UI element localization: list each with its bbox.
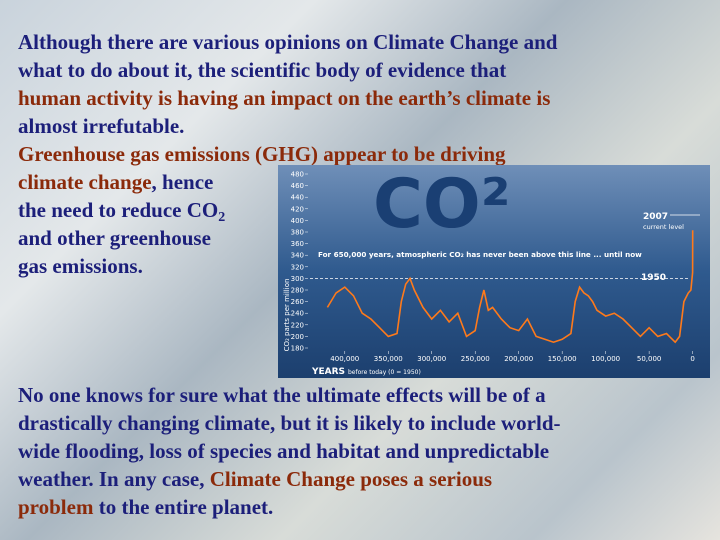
text-line: Greenhouse gas emissions (GHG) appear to… (18, 140, 506, 168)
text-segment: to the entire planet. (93, 495, 274, 519)
co2-chart: CO² 180 200 220 240 260 280 300 320 340 360 380 400 4… (278, 165, 710, 378)
text-line: human activity is having an impact on th… (18, 84, 550, 112)
annotation: 1950 (641, 273, 666, 283)
text-segment: No one knows for sure what the ultimate … (18, 383, 546, 407)
text-segment: , hence (151, 170, 214, 194)
y-tick-label: 180 (291, 345, 304, 353)
x-tick-label: 350,000 (374, 355, 403, 363)
x-tick-label: 150,000 (548, 355, 577, 363)
chart-background (278, 165, 710, 378)
x-axis-sublabel: before today (0 = 1950) (348, 369, 421, 376)
text-segment: climate change (18, 170, 152, 194)
text-line: problem to the entire planet. (18, 493, 273, 521)
y-tick-label: 380 (291, 229, 304, 237)
y-axis-label: CO₂ parts per million (283, 279, 291, 352)
text-segment: Greenhouse gas emissions (GHG) appear to… (18, 142, 506, 166)
y-tick-label: 480 (291, 171, 304, 179)
y-tick-label: 220 (291, 321, 304, 329)
x-tick-label: 200,000 (504, 355, 533, 363)
text-line: the need to reduce CO2 (18, 196, 226, 225)
text-segment: gas emissions. (18, 254, 143, 278)
co2-line (326, 230, 694, 344)
text-line: weather. In any case, Climate Change pos… (18, 465, 492, 493)
y-tick-label: 360 (291, 240, 304, 248)
text-line: No one knows for sure what the ultimate … (18, 381, 546, 409)
text-segment: wide flooding, loss of species and habit… (18, 439, 550, 463)
annotation: For 650,000 years, atmospheric CO₂ has n… (318, 250, 642, 259)
text-segment: Climate Change poses a serious (209, 467, 493, 491)
y-tick-label: 200 (291, 333, 304, 341)
y-tick-label: 460 (291, 182, 304, 190)
y-tick-label: 400 (291, 217, 304, 225)
y-tick-label: 240 (291, 310, 304, 318)
text-segment: almost irrefutable. (18, 114, 185, 138)
text-segment: drastically changing climate, but it is … (18, 411, 561, 435)
text-segment: problem (18, 495, 94, 519)
text-segment: Although there are various opinions on C… (18, 30, 558, 54)
text-line: climate change, hence (18, 168, 213, 196)
y-tick-label: 260 (291, 298, 304, 306)
y-tick-label: 340 (291, 252, 304, 260)
text-segment: 2 (218, 210, 226, 225)
text-segment: human activity is having an impact on th… (18, 86, 551, 110)
x-tick-label: 300,000 (417, 355, 446, 363)
chart-title: CO² (373, 165, 511, 244)
text-line: gas emissions. (18, 252, 143, 280)
text-line: Although there are various opinions on C… (18, 28, 557, 56)
annotation: current level (643, 223, 684, 231)
y-tick-label: 280 (291, 287, 304, 295)
text-line: almost irrefutable. (18, 112, 184, 140)
text-line: what to do about it, the scientific body… (18, 56, 506, 84)
y-tick-label: 440 (291, 194, 304, 202)
text-segment: the need to reduce CO (18, 198, 219, 222)
text-line: wide flooding, loss of species and habit… (18, 437, 549, 465)
text-line: and other greenhouse (18, 224, 211, 252)
x-axis-label: YEARS (311, 367, 345, 377)
text-segment: weather. In any case, (18, 467, 210, 491)
x-tick-label: 100,000 (591, 355, 620, 363)
y-tick-label: 420 (291, 205, 304, 213)
text-segment: what to do about it, the scientific body… (18, 58, 507, 82)
y-tick-label: 300 (291, 275, 304, 283)
annotation: 2007 (643, 212, 668, 222)
text-segment: and other greenhouse (18, 226, 211, 250)
y-tick-label: 320 (291, 263, 304, 271)
x-tick-label: 250,000 (461, 355, 490, 363)
text-line: drastically changing climate, but it is … (18, 409, 561, 437)
x-tick-label: 400,000 (330, 355, 359, 363)
x-tick-label: 50,000 (637, 355, 662, 363)
x-tick-label: 0 (690, 355, 694, 363)
